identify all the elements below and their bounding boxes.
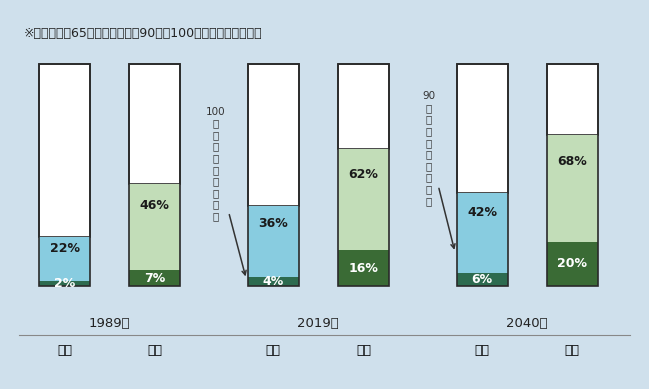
Text: 16%: 16% (349, 262, 378, 275)
Text: 2040年: 2040年 (506, 317, 548, 330)
Text: 4%: 4% (263, 275, 284, 288)
Text: 7%: 7% (144, 272, 165, 285)
Text: 46%: 46% (140, 199, 169, 212)
Bar (547, 242, 598, 286)
Bar (457, 273, 508, 286)
Text: 68%: 68% (557, 155, 587, 168)
Bar (338, 65, 389, 286)
Bar (39, 65, 90, 286)
Bar (39, 237, 90, 281)
Bar (39, 65, 90, 237)
Text: 42%: 42% (467, 206, 497, 219)
Text: 2019年: 2019年 (297, 317, 339, 330)
Text: 1989年: 1989年 (89, 317, 130, 330)
Bar (129, 270, 180, 286)
Bar (547, 65, 598, 135)
Bar (129, 65, 180, 184)
Bar (248, 65, 299, 286)
Text: ※各年時点で65歳である人が、90歳・100歳まで生存する割合: ※各年時点で65歳である人が、90歳・100歳まで生存する割合 (23, 27, 262, 40)
Text: 100
歳
ま
で
生
存
す
る
割
合: 100 歳 ま で 生 存 す る 割 合 (206, 107, 246, 275)
Bar (547, 65, 598, 286)
Text: 6%: 6% (472, 273, 493, 286)
Text: 22%: 22% (49, 242, 80, 255)
Bar (338, 149, 389, 251)
Bar (547, 135, 598, 242)
Text: 36%: 36% (258, 217, 288, 230)
Bar (248, 65, 299, 206)
Text: 90
歳
ま
で
生
存
す
る
割
合: 90 歳 ま で 生 存 す る 割 合 (422, 91, 455, 248)
Text: 20%: 20% (557, 257, 587, 270)
Bar (248, 206, 299, 277)
Bar (39, 281, 90, 286)
Text: 2%: 2% (54, 277, 75, 290)
Bar (457, 65, 508, 193)
Bar (338, 251, 389, 286)
Bar (457, 65, 508, 286)
Bar (457, 193, 508, 273)
Bar (338, 65, 389, 149)
Bar (129, 184, 180, 270)
Bar (248, 277, 299, 286)
Bar (129, 65, 180, 286)
Text: 62%: 62% (349, 168, 378, 180)
